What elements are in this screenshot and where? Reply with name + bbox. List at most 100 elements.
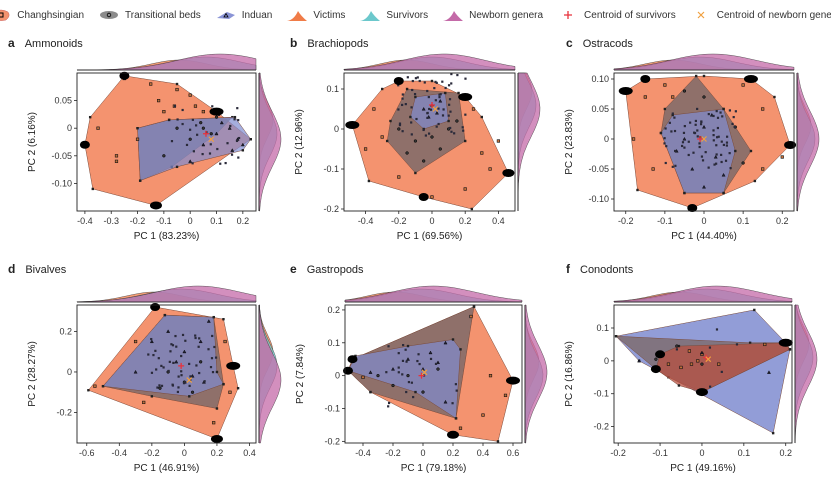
point-cloud — [464, 78, 466, 80]
y-tick-label: 0 — [335, 371, 340, 381]
point-cloud — [693, 132, 695, 134]
point-cloud — [193, 150, 195, 152]
point-cloud — [436, 126, 438, 128]
point-transitional — [162, 154, 165, 157]
hull-vertex-point — [136, 127, 138, 129]
point-transitional — [703, 96, 706, 99]
point-cloud — [729, 109, 731, 111]
convex-hulls — [87, 306, 239, 440]
x-tick-label: 0 — [182, 448, 187, 458]
fossil-silhouette-icon — [447, 431, 459, 439]
x-tick-label: 0.2 — [211, 448, 224, 458]
point-transitional — [189, 138, 192, 141]
point-cloud — [462, 126, 464, 128]
point-cloud — [716, 110, 718, 112]
point-cloud — [701, 155, 703, 157]
x-tick-label: 0.1 — [738, 448, 751, 458]
x-tick-label: 0.4 — [243, 448, 256, 458]
hull-vertex-point — [188, 395, 190, 397]
point-transitional — [215, 116, 218, 119]
point-changhsingian — [781, 156, 784, 159]
point-transitional — [407, 374, 410, 377]
y-axis-label: PC 2 (12.96%) — [294, 109, 305, 175]
point-cloud — [216, 148, 218, 150]
point-cloud — [430, 358, 432, 360]
hull-vertex-point — [471, 208, 473, 210]
point-cloud — [426, 117, 428, 119]
point-cloud — [184, 340, 186, 342]
hull-vertex-point — [87, 389, 89, 391]
point-cloud — [682, 141, 684, 143]
x-axis-label: PC 1 (83.23%) — [134, 231, 200, 242]
x-axis-label: PC 1 (46.91%) — [134, 463, 200, 474]
point-cloud — [412, 396, 414, 398]
point-cloud — [237, 119, 239, 121]
point-cloud — [150, 338, 152, 340]
point-cloud — [194, 337, 196, 339]
hull-vertex-point — [678, 384, 680, 386]
point-cloud — [435, 363, 437, 365]
point-cloud — [407, 76, 409, 78]
y-tick-label: -0.05 — [51, 151, 72, 161]
density-newborn — [344, 54, 515, 70]
y-tick-label: 0 — [67, 367, 72, 377]
point-changhsingian — [202, 110, 205, 113]
y-tick-label: 0.2 — [327, 305, 340, 315]
hull-vertex-point — [660, 132, 662, 134]
point-changhsingian — [149, 83, 152, 86]
x-tick-label: 0.1 — [210, 216, 223, 226]
point-cloud — [177, 386, 179, 388]
point-cloud — [177, 391, 179, 393]
y-tick-label: 0 — [604, 134, 609, 144]
point-cloud — [705, 151, 707, 153]
hull-vertex-point — [176, 166, 178, 168]
point-cloud — [178, 375, 180, 377]
hull-vertex-point — [664, 108, 666, 110]
hull-vertex-point — [615, 335, 617, 337]
hull-vertex-point — [497, 440, 499, 442]
point-cloud — [204, 380, 206, 382]
point-cloud — [385, 371, 387, 373]
y-tick-label: 0 — [334, 124, 339, 134]
point-cloud — [426, 112, 428, 114]
point-cloud — [398, 371, 400, 373]
point-cloud — [416, 360, 418, 362]
point-cloud — [215, 357, 217, 359]
hull-vertex-point — [722, 192, 724, 194]
y-axis: 0.100.050-0.05-0.10PC 2 (23.83%) — [564, 74, 614, 204]
point-changhsingian — [690, 363, 693, 366]
point-cloud — [158, 357, 160, 359]
point-cloud — [681, 145, 683, 147]
point-cloud — [716, 153, 718, 155]
point-cloud — [211, 335, 213, 337]
point-cloud — [695, 120, 697, 122]
point-cloud — [435, 99, 437, 101]
point-changhsingian — [224, 340, 227, 343]
point-cloud — [154, 350, 156, 352]
point-cloud — [211, 105, 213, 107]
hull-vertex-point — [455, 417, 457, 419]
point-cloud — [225, 162, 227, 164]
point-cloud — [726, 142, 728, 144]
top-marginal-density — [344, 54, 515, 70]
point-changhsingian — [373, 108, 376, 111]
point-cloud — [202, 153, 204, 155]
point-changhsingian — [459, 427, 462, 430]
point-transitional — [199, 360, 202, 363]
hull-vertex-point — [703, 75, 705, 77]
point-cloud — [387, 345, 389, 347]
point-cloud — [735, 110, 737, 112]
density-newborn — [797, 73, 819, 211]
point-transitional — [675, 345, 678, 348]
right-marginal-density — [518, 73, 540, 211]
point-cloud — [696, 129, 698, 131]
convex-hulls — [351, 80, 509, 210]
hull-vertex-point — [242, 149, 244, 151]
point-changhsingian — [671, 96, 674, 99]
hull-vertex-point — [407, 345, 409, 347]
point-cloud — [464, 114, 466, 116]
hull-vertex-point — [216, 407, 218, 409]
hull-vertex-point — [386, 140, 388, 142]
point-changhsingian — [652, 168, 655, 171]
point-cloud — [721, 141, 723, 143]
